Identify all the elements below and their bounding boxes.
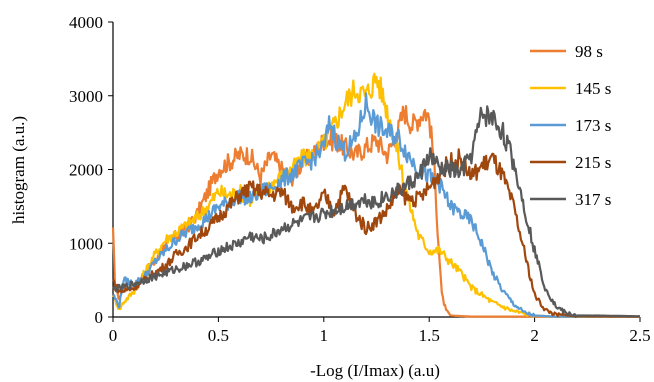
x-tick-label: 0.5	[208, 326, 229, 345]
y-tick-label: 0	[95, 308, 104, 327]
y-axis-title: histogram (a.u.)	[9, 116, 28, 224]
x-axis-title: -Log (I/Imax) (a.u)	[310, 361, 440, 380]
legend-label: 173 s	[575, 116, 611, 135]
legend-label: 215 s	[575, 153, 611, 172]
legend-label: 317 s	[575, 190, 611, 209]
series-line-215-s	[112, 148, 641, 318]
y-tick-label: 3000	[69, 87, 103, 106]
legend: 98 s 145 s 173 s 215 s 317 s	[530, 42, 611, 209]
legend-label: 145 s	[575, 79, 611, 98]
x-tick-label: 1.5	[419, 326, 440, 345]
x-tick-label: 2.5	[629, 326, 650, 345]
x-tick-label: 0	[109, 326, 118, 345]
y-tick-label: 1000	[69, 234, 103, 253]
legend-label: 98 s	[575, 42, 603, 61]
series-layer	[111, 72, 641, 318]
y-tick-label: 2000	[69, 161, 103, 180]
y-tick-label: 4000	[69, 13, 103, 32]
tick-labels: 0 1000 2000 3000 4000 0 0.5 1 1.5 2 2.5	[69, 13, 651, 345]
x-tick-label: 2	[530, 326, 539, 345]
series-line-317-s	[112, 105, 641, 318]
x-tick-label: 1	[320, 326, 329, 345]
